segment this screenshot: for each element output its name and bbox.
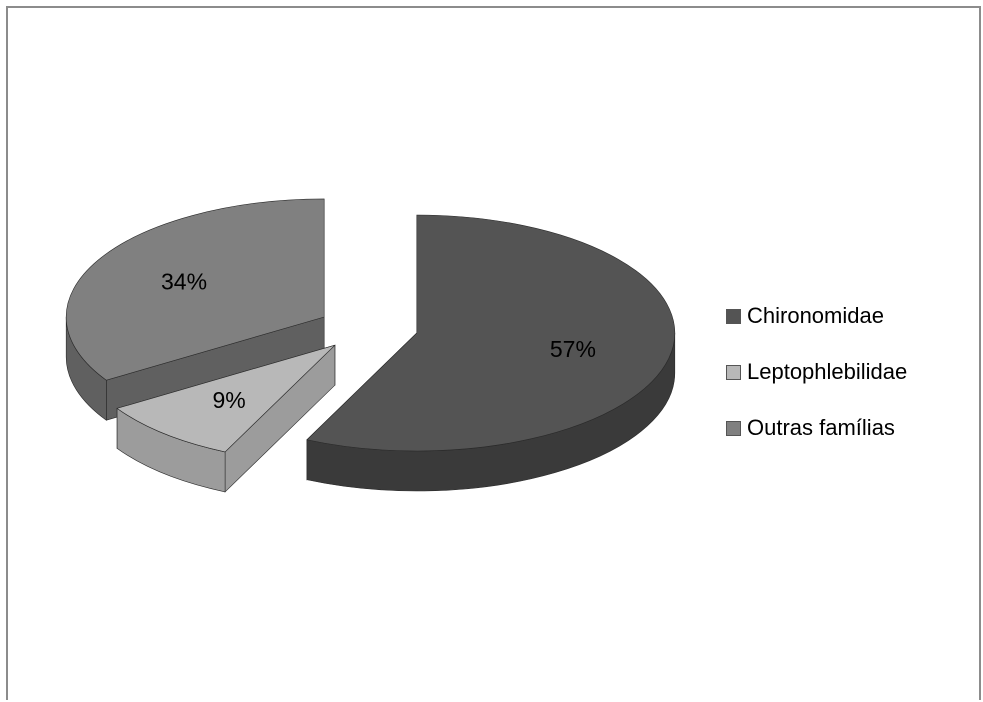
data-label-chironomidae: 57% [550, 336, 596, 362]
pie-tops [65, 198, 676, 453]
legend-item-leptophlebilidae: Leptophlebilidae [726, 344, 907, 400]
pie-labels: 57% 9% 34% [161, 269, 596, 413]
pie-slice-leptophlebilidae [116, 344, 336, 453]
legend-label: Leptophlebilidae [747, 359, 908, 384]
legend-swatch [726, 308, 741, 324]
chart-area: 57% 9% 34% Chironomidae Leptophlebilidae O… [6, 6, 981, 700]
legend-swatch [726, 420, 741, 436]
legend-item-outras-familias: Outras famílias [726, 400, 907, 456]
pie-chart: 57% 9% 34% [65, 198, 676, 493]
legend: Chironomidae Leptophlebilidae Outras fam… [726, 288, 907, 456]
pie-slice-chironomidae [306, 214, 676, 452]
pie-slice-outras-familias [65, 198, 325, 381]
legend-swatch [726, 364, 741, 380]
data-label-leptophlebilidae: 9% [213, 387, 246, 413]
legend-item-chironomidae: Chironomidae [726, 288, 907, 344]
legend-label: Outras famílias [747, 415, 895, 440]
data-label-outras-familias: 34% [161, 269, 207, 295]
legend-label: Chironomidae [747, 303, 884, 328]
